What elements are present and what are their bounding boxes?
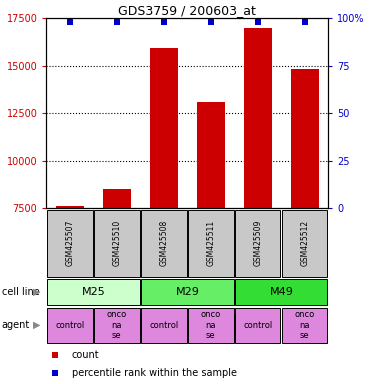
Bar <box>141 210 187 276</box>
Text: count: count <box>72 350 99 360</box>
Text: percentile rank within the sample: percentile rank within the sample <box>72 368 237 378</box>
Text: GSM425510: GSM425510 <box>112 220 121 266</box>
Bar <box>47 308 92 343</box>
Bar <box>47 280 139 305</box>
Text: control: control <box>149 321 178 329</box>
Text: control: control <box>55 321 85 329</box>
Text: GSM425509: GSM425509 <box>253 220 262 266</box>
Text: GSM425511: GSM425511 <box>206 220 215 266</box>
Title: GDS3759 / 200603_at: GDS3759 / 200603_at <box>118 4 256 17</box>
Text: GSM425507: GSM425507 <box>65 220 74 266</box>
Bar <box>188 308 233 343</box>
Text: onco
na
se: onco na se <box>201 310 221 340</box>
Text: ▶: ▶ <box>33 287 41 297</box>
Text: M49: M49 <box>269 287 293 297</box>
Bar <box>188 210 233 276</box>
Bar <box>141 280 233 305</box>
Text: M29: M29 <box>175 287 199 297</box>
Text: GSM425508: GSM425508 <box>160 220 168 266</box>
Bar <box>150 48 178 208</box>
Text: agent: agent <box>2 320 30 330</box>
Bar <box>47 210 92 276</box>
Bar <box>235 280 328 305</box>
Text: ▶: ▶ <box>33 320 41 330</box>
Bar <box>197 102 225 208</box>
Bar <box>244 28 272 208</box>
Bar <box>291 70 319 208</box>
Text: onco
na
se: onco na se <box>107 310 127 340</box>
Bar <box>235 308 280 343</box>
Bar <box>103 189 131 208</box>
Text: control: control <box>243 321 272 329</box>
Text: GSM425512: GSM425512 <box>301 220 309 266</box>
Bar <box>56 206 84 208</box>
Bar <box>94 308 139 343</box>
Bar <box>235 210 280 276</box>
Bar <box>282 308 328 343</box>
Bar <box>141 308 187 343</box>
Bar <box>282 210 328 276</box>
Text: onco
na
se: onco na se <box>295 310 315 340</box>
Text: M25: M25 <box>82 287 105 297</box>
Bar <box>94 210 139 276</box>
Text: cell line: cell line <box>2 287 40 297</box>
